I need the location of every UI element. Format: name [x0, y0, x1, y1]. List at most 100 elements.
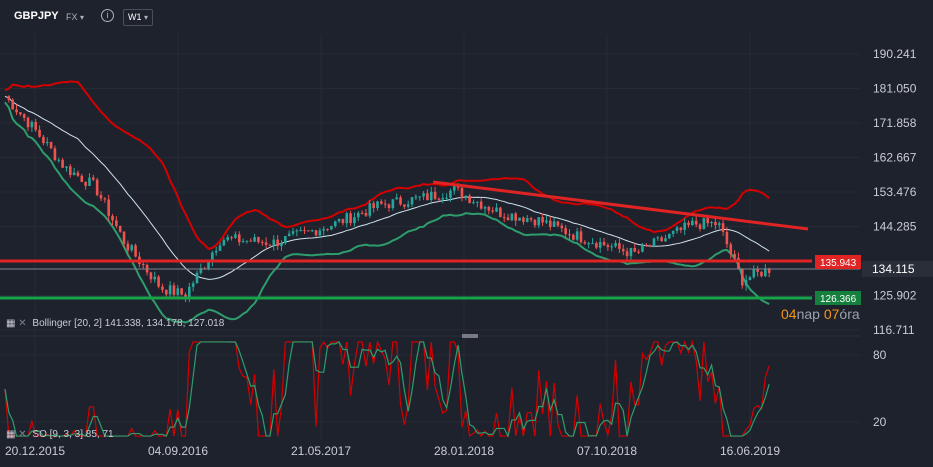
- candle-body: [541, 217, 544, 223]
- candle-body: [706, 218, 710, 224]
- candle-body: [437, 198, 441, 200]
- candle-body: [606, 245, 610, 248]
- candle-body: [760, 271, 763, 277]
- candle-body: [330, 226, 333, 230]
- timeframe-selector[interactable]: W1 ▾: [123, 9, 154, 26]
- chevron-down-icon: ▾: [80, 13, 85, 22]
- timeframe-label: W1: [128, 12, 142, 22]
- candle-body: [341, 219, 345, 224]
- bollinger-upper-value: 141.338,: [104, 318, 144, 329]
- candle-body: [161, 286, 164, 290]
- candle-body: [237, 234, 241, 243]
- price-tick-label: 162.667: [873, 151, 917, 165]
- candle-body: [610, 246, 614, 248]
- price-tick-label: 181.050: [873, 81, 917, 95]
- candle-body: [595, 243, 598, 248]
- candle-body: [433, 191, 437, 199]
- candle-body: [491, 210, 494, 212]
- candle-body: [19, 112, 22, 115]
- candle-body: [333, 221, 337, 227]
- candle-body: [740, 268, 744, 286]
- support-price-tag: [815, 291, 861, 305]
- candle-body: [314, 230, 318, 236]
- candle-body: [598, 241, 602, 248]
- candle-body: [76, 172, 80, 176]
- candle-body: [499, 207, 502, 218]
- candle-body: [272, 239, 276, 246]
- bollinger-label: Bollinger: [32, 318, 72, 329]
- candle-body: [264, 242, 268, 245]
- candle-body: [84, 181, 87, 186]
- candle-body: [483, 207, 487, 209]
- candle-body: [652, 238, 656, 247]
- candle-body: [111, 215, 114, 221]
- candle-body: [207, 261, 210, 269]
- candle-body: [356, 212, 360, 218]
- candle-body: [552, 221, 556, 227]
- date-tick-label: 16.06.2019: [720, 444, 780, 458]
- candle-body: [226, 237, 230, 241]
- candle-body: [65, 166, 68, 168]
- candle-body: [180, 288, 183, 295]
- date-tick-label: 21.05.2017: [291, 444, 351, 458]
- candle-body: [218, 245, 222, 251]
- stochastic-k-line: [4, 339, 770, 438]
- candle-body: [537, 217, 541, 226]
- candle-body: [648, 245, 652, 247]
- countdown-hours-unit: óra: [839, 306, 860, 322]
- oscillator-axis: 80 20: [873, 348, 887, 429]
- candle-body: [42, 136, 45, 144]
- candle-body: [721, 223, 725, 232]
- market-selector[interactable]: FX ▾: [66, 12, 84, 22]
- candle-body: [92, 177, 95, 180]
- info-icon[interactable]: i: [101, 9, 114, 22]
- candle-body: [284, 236, 287, 244]
- osc-tick-label: 20: [873, 415, 887, 429]
- candle-body: [134, 245, 137, 257]
- candle-body: [441, 197, 445, 200]
- candle-body: [15, 109, 18, 113]
- candle-body: [326, 228, 329, 230]
- candle-body: [368, 203, 372, 216]
- candle-body: [395, 197, 398, 200]
- candle-body: [725, 231, 729, 245]
- current-price-label: 134.115: [872, 262, 915, 276]
- candle-body: [380, 201, 383, 204]
- candle-body: [587, 243, 590, 245]
- indicator-settings-icon[interactable]: ▦: [6, 429, 16, 440]
- candle-body: [717, 223, 721, 226]
- candle-body: [687, 222, 690, 226]
- date-axis: 20.12.2015 04.09.2016 21.05.2017 28.01.2018…: [5, 444, 780, 458]
- bollinger-legend: ▦ ✕ Bollinger [20, 2] 141.338, 134.178, …: [6, 318, 224, 329]
- candle-body: [34, 121, 38, 130]
- candle-body: [211, 252, 214, 262]
- close-icon[interactable]: ✕: [18, 429, 27, 440]
- bar-countdown: 04nap 07óra: [781, 306, 860, 322]
- stochastic-label: SO: [32, 429, 47, 440]
- indicator-settings-icon[interactable]: ▦: [6, 318, 16, 329]
- candle-body: [234, 234, 237, 238]
- date-tick-label: 04.09.2016: [148, 444, 208, 458]
- candle-body: [452, 186, 456, 191]
- candle-body: [502, 217, 506, 219]
- candle-body: [126, 243, 130, 251]
- candle-body: [184, 294, 187, 298]
- candle-body: [621, 248, 625, 252]
- candle-body: [445, 197, 448, 199]
- candle-body: [614, 243, 617, 247]
- candle-body: [429, 191, 433, 201]
- date-tick-label: 07.10.2018: [577, 444, 637, 458]
- close-icon[interactable]: ✕: [18, 318, 27, 329]
- symbol-label[interactable]: GBPJPY: [14, 10, 59, 22]
- chart-grid: [0, 34, 860, 440]
- candle-body: [291, 231, 295, 234]
- downtrend-line: [432, 180, 809, 231]
- candle-body: [752, 269, 756, 278]
- stochastic-d-line: [4, 341, 770, 438]
- candle-body: [230, 237, 233, 239]
- candle-body: [575, 231, 579, 240]
- resistance-price-label: 135.943: [820, 258, 857, 269]
- candle-body: [107, 199, 110, 216]
- candle-body: [53, 148, 57, 161]
